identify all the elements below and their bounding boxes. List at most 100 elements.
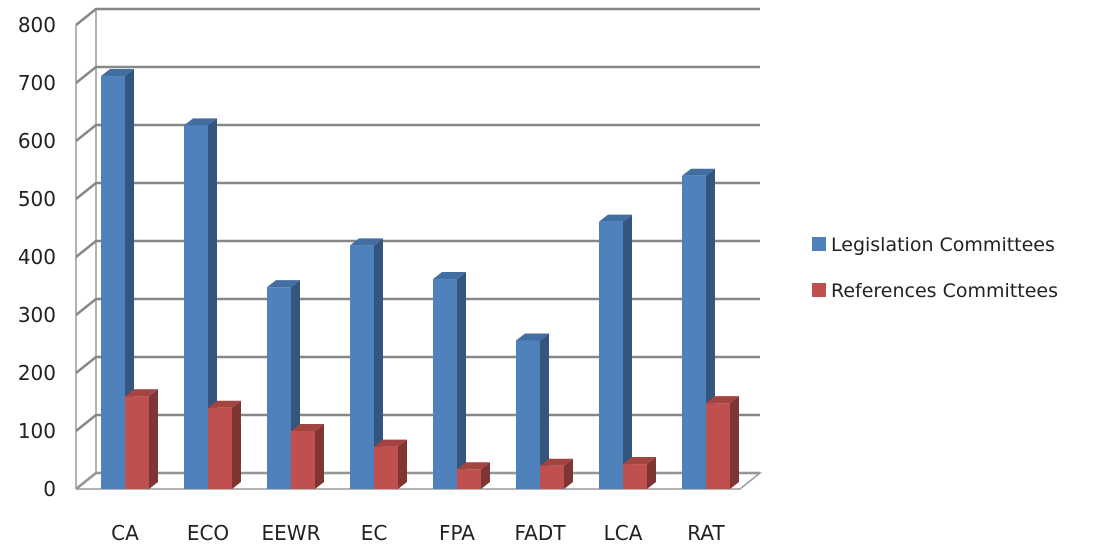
bar-front bbox=[267, 287, 291, 489]
bar bbox=[599, 214, 632, 489]
bar-front bbox=[350, 245, 374, 489]
x-category-label: FADT bbox=[515, 521, 567, 545]
bar-top bbox=[457, 462, 490, 470]
bar-front bbox=[457, 469, 481, 489]
bar-top bbox=[350, 238, 383, 246]
bar-front bbox=[682, 175, 706, 490]
x-category-label: RAT bbox=[687, 521, 725, 545]
bar-front bbox=[125, 396, 149, 489]
legend-label: References Committees bbox=[831, 280, 1058, 302]
bar bbox=[350, 238, 383, 489]
bar-top bbox=[540, 458, 573, 466]
bar-top bbox=[516, 333, 549, 341]
y-tick-label: 0 bbox=[43, 477, 56, 501]
legend-item: Legislation Committees bbox=[812, 234, 1055, 256]
y-tick-label: 800 bbox=[18, 13, 56, 37]
bar-front bbox=[184, 125, 208, 489]
bar-side bbox=[481, 462, 490, 489]
bar-side bbox=[647, 457, 656, 489]
bar bbox=[516, 333, 549, 489]
bar-side bbox=[564, 458, 573, 489]
bar-top bbox=[433, 272, 466, 280]
bar-top bbox=[682, 168, 715, 176]
bar-side bbox=[730, 396, 739, 489]
bar-top bbox=[623, 457, 656, 465]
y-tick-label: 400 bbox=[18, 245, 56, 269]
y-tick-label: 600 bbox=[18, 129, 56, 153]
legend-swatch bbox=[812, 237, 826, 251]
y-axis-ticks: 0 100 200 300 400 500 600 700 800 bbox=[18, 13, 56, 501]
x-category-label: ECO bbox=[187, 521, 229, 545]
gridlines bbox=[75, 7, 763, 490]
chart-floor bbox=[75, 472, 763, 490]
bar-side bbox=[374, 238, 383, 489]
bar-side bbox=[125, 69, 134, 489]
bar bbox=[184, 118, 217, 489]
bar-front bbox=[599, 221, 623, 489]
bar-side bbox=[208, 118, 217, 489]
bar-side bbox=[540, 333, 549, 489]
bars bbox=[101, 69, 739, 490]
bar-top bbox=[125, 389, 158, 397]
y-tick-label: 700 bbox=[18, 71, 56, 95]
bar-front bbox=[291, 431, 315, 489]
bar-front bbox=[433, 279, 457, 489]
bar-front bbox=[706, 403, 730, 489]
gridline bbox=[75, 297, 760, 316]
bar bbox=[706, 396, 739, 489]
bar bbox=[267, 280, 300, 489]
bar bbox=[540, 458, 573, 489]
x-axis-categories: CA ECO EEWR EC FPA FADT LCA RAT bbox=[111, 521, 725, 545]
bar bbox=[291, 424, 324, 489]
bar-front bbox=[540, 465, 564, 489]
x-category-label: EEWR bbox=[262, 521, 321, 545]
x-category-label: CA bbox=[111, 521, 139, 545]
gridline bbox=[75, 123, 760, 142]
legend-swatch bbox=[812, 283, 826, 297]
y-tick-label: 500 bbox=[18, 187, 56, 211]
bar bbox=[433, 272, 466, 489]
bar-top bbox=[291, 424, 324, 431]
gridline bbox=[75, 413, 760, 432]
bar-side bbox=[315, 424, 324, 489]
legend: Legislation Committees References Committ… bbox=[812, 234, 1058, 302]
gridline bbox=[75, 7, 760, 26]
bar-front bbox=[208, 407, 232, 489]
gridline bbox=[75, 471, 760, 490]
bar bbox=[374, 439, 407, 489]
bar bbox=[125, 389, 158, 489]
gridline bbox=[75, 65, 760, 84]
gridline bbox=[75, 355, 760, 374]
bar-side bbox=[149, 389, 158, 489]
bar-top bbox=[267, 280, 300, 288]
bar-top bbox=[184, 118, 217, 126]
bar-side bbox=[457, 272, 466, 489]
gridline bbox=[75, 181, 760, 200]
bar-front bbox=[516, 340, 540, 489]
gridline bbox=[75, 239, 760, 258]
y-tick-label: 300 bbox=[18, 303, 56, 327]
bar-top bbox=[599, 214, 632, 222]
bar-top bbox=[208, 400, 241, 408]
legend-label: Legislation Committees bbox=[831, 234, 1055, 256]
bar-top bbox=[101, 69, 134, 77]
bar-side bbox=[398, 439, 407, 489]
bar-front bbox=[623, 464, 647, 489]
x-category-label: FPA bbox=[439, 521, 475, 545]
x-category-label: LCA bbox=[604, 521, 643, 545]
y-tick-label: 100 bbox=[18, 419, 56, 443]
bar bbox=[101, 69, 134, 489]
legend-item: References Committees bbox=[812, 280, 1058, 302]
bar bbox=[208, 400, 241, 489]
bar-front bbox=[374, 446, 398, 489]
y-tick-label: 200 bbox=[18, 361, 56, 385]
x-category-label: EC bbox=[361, 521, 388, 545]
bar bbox=[623, 457, 656, 489]
bar bbox=[457, 462, 490, 489]
bar-side bbox=[232, 400, 241, 489]
bar-side bbox=[623, 214, 632, 489]
bar-top bbox=[706, 396, 739, 404]
bar-front bbox=[101, 76, 125, 489]
